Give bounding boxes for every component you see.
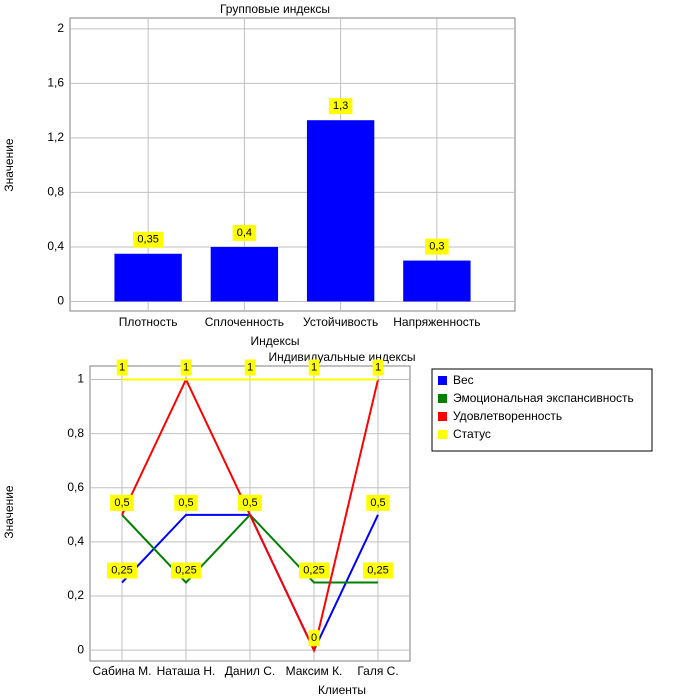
value-label-box — [372, 359, 384, 376]
x-tick-label: Напряженность — [393, 315, 480, 329]
value-label: 0,25 — [303, 564, 324, 576]
value-label-box — [180, 359, 192, 376]
value-label-box — [174, 494, 198, 511]
y-tick-label: 1 — [77, 372, 84, 386]
y-axis-label: Значение — [2, 485, 16, 539]
value-label: 0,3 — [429, 240, 444, 252]
value-label-box — [366, 494, 390, 511]
value-label-box — [238, 494, 262, 511]
value-label: 1 — [119, 361, 125, 373]
x-tick-label: Сабина М. — [92, 664, 151, 678]
value-label-box — [308, 359, 320, 376]
legend-label: Статус — [453, 427, 491, 441]
legend-swatch — [438, 430, 447, 439]
x-tick-label: Устойчивость — [303, 315, 378, 329]
value-label-box — [363, 562, 393, 579]
value-label-box — [110, 494, 134, 511]
value-label-box — [299, 562, 329, 579]
value-label-box — [107, 562, 137, 579]
value-label-box — [232, 224, 257, 241]
bar — [210, 246, 279, 302]
value-label: 1 — [183, 361, 189, 373]
value-label: 0,5 — [370, 497, 385, 509]
value-label: 0,35 — [137, 234, 158, 246]
value-label-box — [116, 359, 128, 376]
x-tick-label: Плотность — [119, 315, 178, 329]
chart-title: Групповые индексы — [220, 2, 330, 16]
value-label-box — [425, 238, 449, 255]
legend-swatch — [438, 412, 447, 421]
value-label: 0,25 — [175, 564, 196, 576]
value-label: 1 — [311, 361, 317, 373]
value-label: 1,3 — [333, 100, 348, 112]
y-tick-label: 2 — [57, 21, 64, 35]
y-axis-label: Значение — [2, 138, 16, 192]
x-tick-label: Сплоченность — [205, 315, 284, 329]
series-line — [121, 377, 379, 654]
y-tick-label: 0 — [57, 294, 64, 308]
y-tick-label: 0,6 — [67, 480, 84, 494]
value-label: 0,5 — [114, 497, 129, 509]
legend-swatch — [438, 376, 447, 385]
y-tick-label: 0,4 — [47, 239, 64, 253]
legend-box — [431, 368, 653, 452]
y-tick-label: 1,2 — [47, 130, 64, 144]
value-label-box — [133, 231, 164, 248]
value-label-box — [328, 98, 353, 115]
value-label: 0,25 — [111, 564, 132, 576]
x-tick-label: Галя С. — [357, 664, 398, 678]
value-label: 0 — [311, 632, 317, 644]
legend-label: Эмоциональная экспансивность — [453, 391, 634, 405]
value-label: 0,5 — [178, 497, 193, 509]
x-tick-label: Наташа Н. — [157, 664, 216, 678]
chart-title: Индивидуальные индексы — [268, 350, 415, 364]
x-tick-label: Данил С. — [225, 664, 275, 678]
y-tick-label: 1,6 — [47, 76, 64, 90]
bar — [306, 120, 375, 302]
legend-label: Вес — [453, 373, 474, 387]
bar — [114, 253, 182, 302]
value-label: 0,4 — [237, 227, 252, 239]
value-label: 1 — [247, 361, 253, 373]
value-label: 1 — [375, 361, 381, 373]
x-axis-label: Индексы — [251, 334, 300, 348]
y-tick-label: 0,8 — [67, 426, 84, 440]
value-label: 0,5 — [242, 497, 257, 509]
value-label-box — [308, 630, 320, 647]
y-tick-label: 0 — [77, 642, 84, 656]
value-label-box — [171, 562, 201, 579]
y-tick-label: 0,4 — [67, 534, 84, 548]
bar — [403, 260, 471, 302]
x-axis-label: Клиенты — [318, 683, 366, 697]
value-label: 0,25 — [367, 564, 388, 576]
y-tick-label: 0,2 — [67, 588, 84, 602]
value-label-box — [244, 359, 256, 376]
x-tick-label: Максим К. — [286, 664, 343, 678]
y-tick-label: 0,8 — [47, 185, 64, 199]
legend-label: Удовлетворенность — [453, 409, 562, 423]
legend-swatch — [438, 394, 447, 403]
